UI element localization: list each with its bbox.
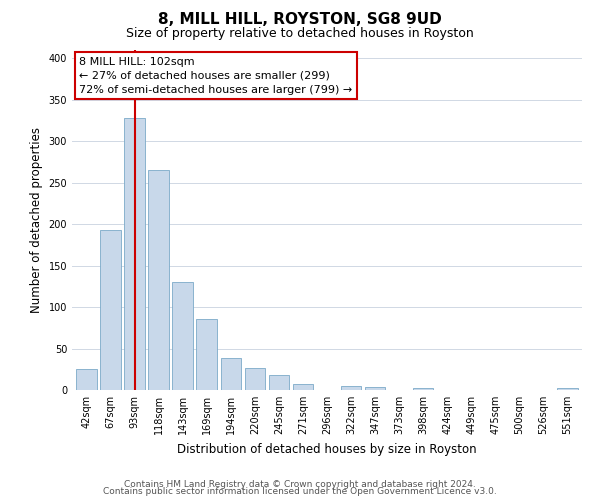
Y-axis label: Number of detached properties: Number of detached properties xyxy=(30,127,43,313)
Bar xyxy=(196,318,217,390)
Bar xyxy=(221,358,241,390)
Bar xyxy=(76,370,97,390)
Text: Size of property relative to detached houses in Royston: Size of property relative to detached ho… xyxy=(126,28,474,40)
Text: 8, MILL HILL, ROYSTON, SG8 9UD: 8, MILL HILL, ROYSTON, SG8 9UD xyxy=(158,12,442,28)
Bar xyxy=(557,388,578,390)
Bar xyxy=(148,170,169,390)
Bar xyxy=(293,384,313,390)
Text: Contains public sector information licensed under the Open Government Licence v3: Contains public sector information licen… xyxy=(103,487,497,496)
Bar xyxy=(269,375,289,390)
Bar xyxy=(413,388,433,390)
Bar xyxy=(365,386,385,390)
Bar xyxy=(172,282,193,390)
Bar xyxy=(341,386,361,390)
Bar xyxy=(245,368,265,390)
Bar xyxy=(100,230,121,390)
Text: Contains HM Land Registry data © Crown copyright and database right 2024.: Contains HM Land Registry data © Crown c… xyxy=(124,480,476,489)
Bar xyxy=(124,118,145,390)
X-axis label: Distribution of detached houses by size in Royston: Distribution of detached houses by size … xyxy=(177,442,477,456)
Text: 8 MILL HILL: 102sqm
← 27% of detached houses are smaller (299)
72% of semi-detac: 8 MILL HILL: 102sqm ← 27% of detached ho… xyxy=(79,56,352,94)
